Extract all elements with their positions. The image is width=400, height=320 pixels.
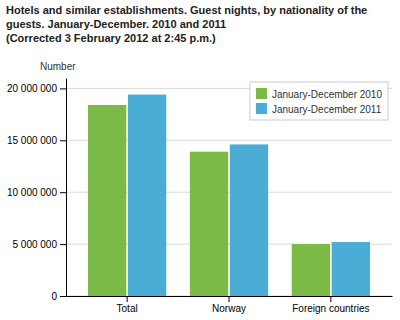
legend-swatch xyxy=(256,103,267,114)
subtitle: (Corrected 3 February 2012 at 2:45 p.m.) xyxy=(6,32,216,44)
x-tick: Foreign countries xyxy=(292,296,369,314)
x-tick-label: Foreign countries xyxy=(292,303,369,314)
y-tick-mark xyxy=(60,192,66,193)
legend: January-December 2010 January-December 20… xyxy=(250,82,388,120)
x-tick-mark xyxy=(127,296,128,302)
bars xyxy=(88,95,370,296)
bar xyxy=(128,95,166,296)
y-axis-label: Number xyxy=(40,61,76,72)
y-tick-label: 10 000 000 xyxy=(7,187,57,198)
bar xyxy=(292,244,330,296)
y-tick-mark xyxy=(60,88,66,89)
legend-label: January-December 2010 xyxy=(272,89,382,100)
bar xyxy=(230,144,268,296)
y-tick: 10 000 000 xyxy=(7,187,66,198)
bar xyxy=(88,105,126,296)
bar-series xyxy=(88,105,330,296)
y-tick: 15 000 000 xyxy=(7,135,66,146)
bar xyxy=(190,152,228,296)
y-tick-mark xyxy=(60,296,66,297)
x-tick-mark xyxy=(229,296,230,302)
y-tick-label: 15 000 000 xyxy=(7,135,57,146)
x-tick-label: Total xyxy=(117,303,138,314)
legend-swatch xyxy=(256,88,267,99)
x-tick-label: Norway xyxy=(212,303,246,314)
legend-label: January-December 2011 xyxy=(272,104,382,115)
title: Hotels and similar establishments. Guest… xyxy=(6,4,367,30)
bar xyxy=(332,242,370,296)
y-axis: 0 5 000 000 10 000 000 15 000 000 20 000 000 xyxy=(7,79,67,302)
y-tick: 0 xyxy=(51,291,66,302)
chart: Hotels and similar establishments. Guest… xyxy=(0,0,400,320)
x-tick: Total xyxy=(117,296,138,314)
x-tick-mark xyxy=(330,296,331,302)
x-tick: Norway xyxy=(212,296,246,314)
y-tick-mark xyxy=(60,140,66,141)
title-line: Hotels and similar establishments. Guest… xyxy=(6,4,367,16)
y-tick-label: 5 000 000 xyxy=(13,239,58,250)
y-tick-label: 0 xyxy=(51,291,57,302)
y-tick-mark xyxy=(60,244,66,245)
x-axis: Total Norway Foreign countries xyxy=(67,296,393,314)
y-axis-line xyxy=(66,79,67,297)
plot: 0 5 000 000 10 000 000 15 000 000 20 000 000… xyxy=(7,79,393,315)
legend-item: January-December 2010 xyxy=(256,88,382,100)
y-tick-label: 20 000 000 xyxy=(7,83,57,94)
y-tick: 20 000 000 xyxy=(7,83,66,94)
bar-series xyxy=(128,95,370,296)
y-tick: 5 000 000 xyxy=(13,239,67,250)
legend-box xyxy=(250,82,388,120)
legend-item: January-December 2011 xyxy=(256,103,382,115)
title-line: guests. January-December. 2010 and 2011 xyxy=(6,18,226,30)
